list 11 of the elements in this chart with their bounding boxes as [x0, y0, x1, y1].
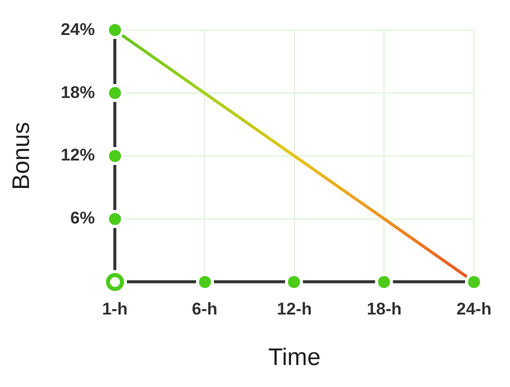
x-tick-label: 1-h	[102, 300, 128, 319]
x-tick-label: 6-h	[192, 300, 218, 319]
y-tick-label: 18%	[60, 82, 95, 102]
y-tick-label: 12%	[60, 146, 95, 165]
y-tick-label: 24%	[60, 20, 95, 39]
x-tick-label: 24-h	[456, 300, 492, 319]
x-tick-label: 18-h	[366, 300, 402, 319]
x-axis-title: Time	[268, 344, 321, 372]
x-tick-label: 12-h	[276, 300, 312, 319]
y-axis-title: Bonus	[8, 122, 36, 190]
y-tick-label: 6%	[70, 208, 95, 228]
